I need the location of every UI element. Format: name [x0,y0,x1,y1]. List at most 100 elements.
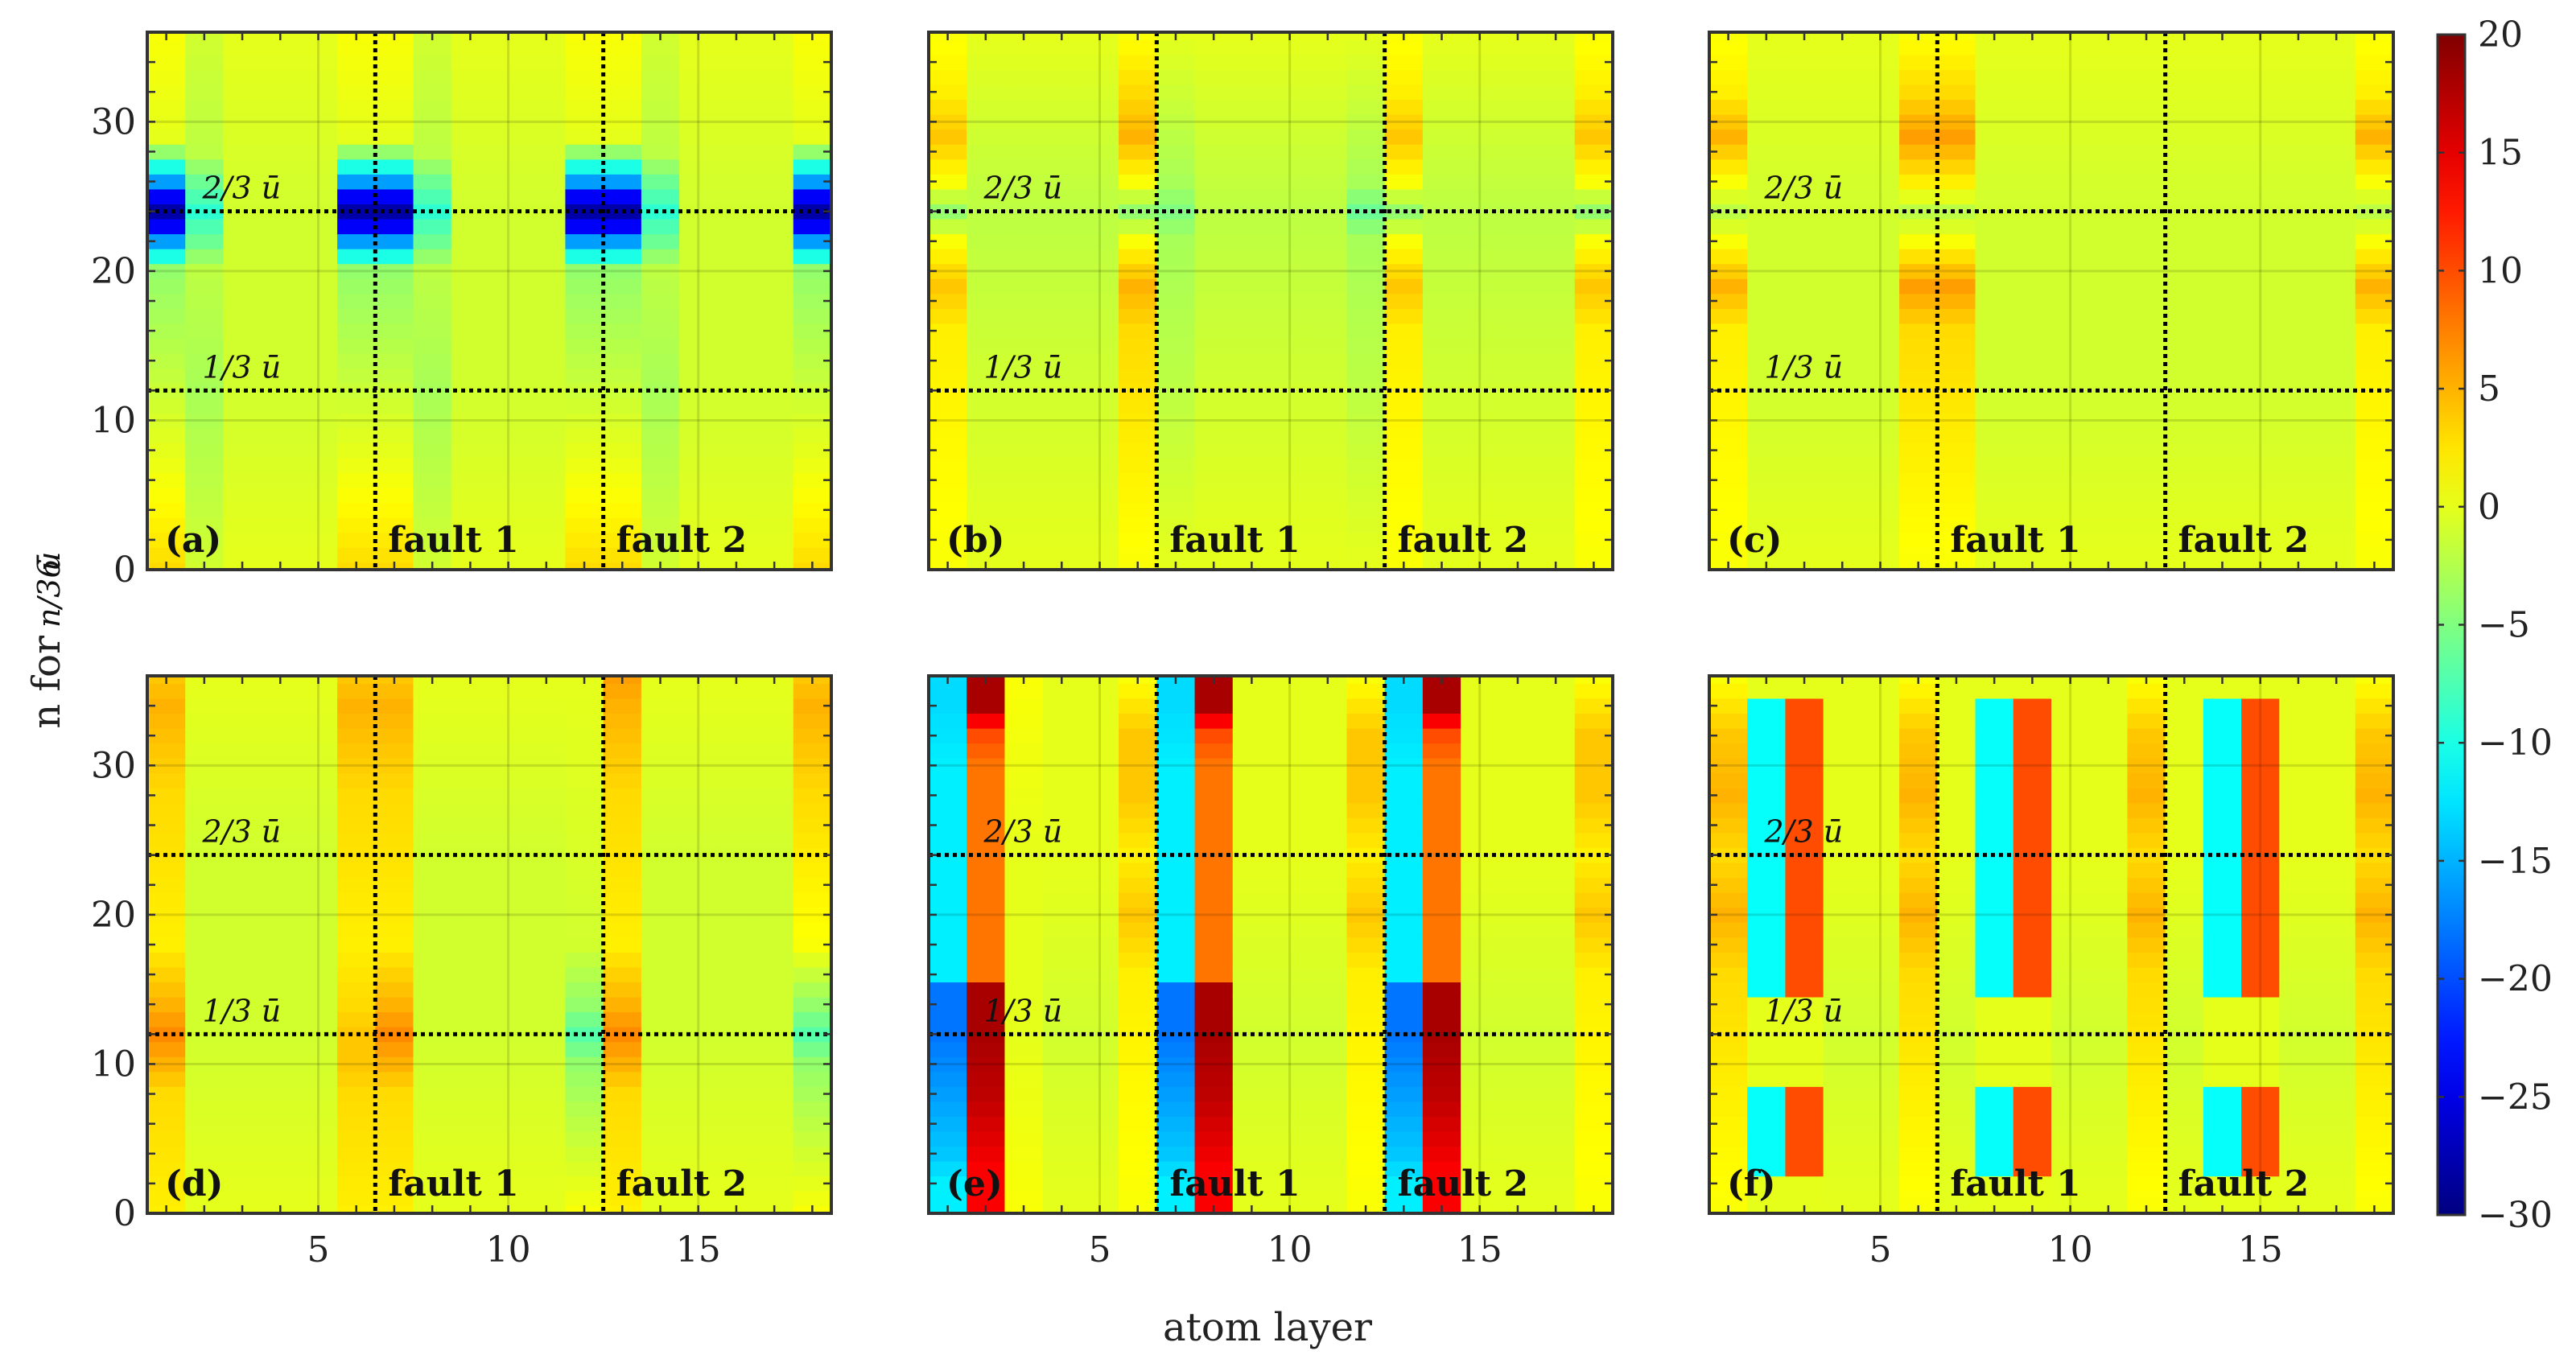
heat-cell [2317,368,2356,384]
heat-cell [2279,308,2318,324]
heat-cell [1498,174,1538,190]
heat-cell [261,698,300,714]
heat-cell [413,84,452,101]
heat-cell [1309,1116,1348,1132]
heat-cell [1975,982,2014,998]
heat-cell [641,743,680,759]
heat-cell [2317,502,2356,518]
heat-cell [451,1116,490,1132]
heat-cell [223,383,262,399]
heat-cell [223,427,262,443]
heat-cell [1232,159,1272,175]
heat-cell [1536,817,1576,834]
heat-cell [2013,517,2052,533]
heat-cell [565,39,604,56]
heat-cell [967,1161,1006,1177]
heat-cell [527,472,567,488]
heat-cell [793,1146,832,1162]
heat-cell [2355,847,2394,863]
heat-cell [2203,907,2242,923]
heat-cell [1422,502,1461,518]
heat-cell [451,129,490,145]
heat-cell [1536,39,1576,56]
heat-cell [2317,1130,2356,1147]
heat-cell [2013,218,2052,235]
heat-cell [641,862,680,879]
heat-cell [1747,698,1787,714]
heat-cell [1232,758,1272,774]
heat-cell [1747,982,1787,998]
heat-cell [1232,743,1272,759]
heat-cell [337,249,376,265]
heat-cell [967,1086,1006,1102]
heat-cell [1461,1146,1499,1162]
heat-cell [413,323,452,339]
heat-cell [2089,263,2129,279]
heat-cell [2355,713,2394,729]
heat-cell [1823,937,1862,953]
heat-cell [147,54,186,70]
heat-cell [2013,1071,2052,1087]
heat-cell [299,743,338,759]
heat-cell [641,1191,680,1207]
heat-cell [2013,1011,2052,1027]
heat-cell [1498,713,1538,729]
heat-cell [1899,907,1938,923]
heat-cell [2203,892,2242,908]
heat-cell [603,174,642,190]
heat-cell [717,743,756,759]
heat-cell [2051,1146,2090,1162]
heat-cell [1194,713,1234,729]
heat-cell [967,532,1006,548]
heat-cell [603,802,642,818]
heat-cell [2355,159,2394,175]
heat-cell [261,727,300,744]
heat-cell [1975,532,2014,548]
heat-cell [527,293,567,309]
heat-cell [1309,368,1348,384]
heat-cell [1156,937,1196,953]
heat-cell [929,69,967,85]
heat-cell [413,427,452,443]
heat-cell [1080,892,1119,908]
heat-cell [413,1130,452,1147]
heat-cell [413,114,452,130]
heat-cell [185,713,225,729]
heat-cell [2241,114,2280,130]
heat-cell [1080,698,1119,714]
heat-cell [1346,832,1386,848]
heat-cell [1004,817,1044,834]
heat-cell [1785,204,1824,220]
heat-cell [1422,532,1461,548]
heat-cell [451,907,490,923]
heat-cell [2317,249,2356,265]
heat-cell [337,84,376,101]
heat-cell [755,1071,794,1087]
heat-cell [1975,698,2014,714]
heat-cell [1574,1041,1614,1057]
heat-cell [967,758,1006,774]
heat-cell [2241,129,2280,145]
heat-cell [1498,84,1538,101]
heat-cell [2317,907,2356,923]
heat-cell [755,922,794,938]
heat-cell [641,1101,680,1117]
heat-cell [1156,174,1196,190]
heat-cell [793,1116,832,1132]
heat-cell [1271,1176,1309,1192]
heat-cell [2127,832,2166,848]
heat-cell [1823,84,1862,101]
heat-cell [147,338,186,354]
heat-cell [1309,263,1348,279]
heat-cell [2241,996,2280,1013]
heat-cell [1194,1086,1234,1102]
heat-cell [2089,249,2129,265]
heat-cell [1232,84,1272,101]
heat-cell [1536,802,1576,818]
heat-cell [451,397,490,414]
heat-cell [1309,847,1348,863]
heat-cell [2051,472,2090,488]
heat-cell [755,502,794,518]
heat-cell [1785,847,1824,863]
